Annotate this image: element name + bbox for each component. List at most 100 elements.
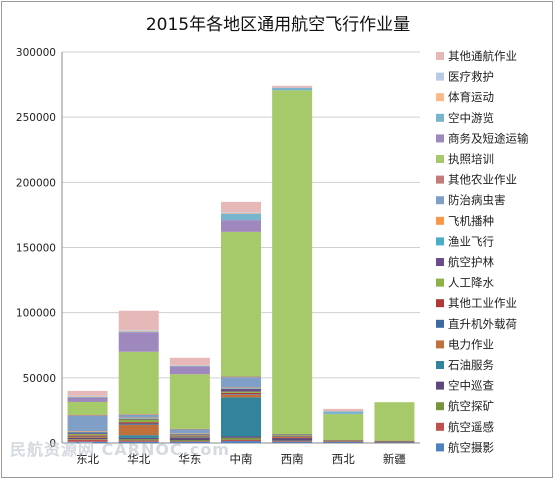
- bar-segment: [221, 437, 261, 440]
- bar-segment: [169, 435, 210, 437]
- bar-segment: [67, 396, 108, 398]
- legend-label: 石油服务: [448, 358, 494, 372]
- bar-segment: [221, 397, 261, 437]
- legend-swatch: [436, 113, 444, 122]
- legend-swatch: [436, 196, 444, 205]
- bar-segment: [67, 390, 108, 396]
- bar-segment: [272, 435, 313, 436]
- bar-segment: [374, 441, 415, 443]
- bar-segment: [221, 213, 261, 221]
- bar-segment: [118, 441, 159, 443]
- bar-segment: [221, 441, 261, 443]
- bar-segment: [323, 441, 364, 442]
- legend-label: 执照培训: [448, 152, 494, 166]
- legend-swatch: [436, 443, 444, 452]
- legend-label: 防治病虫害: [448, 193, 506, 207]
- legend-swatch: [436, 402, 444, 411]
- legend-label: 渔业飞行: [448, 234, 494, 248]
- bar-segment: [221, 231, 261, 377]
- bar-segment: [169, 440, 210, 442]
- bar-segment: [272, 436, 313, 437]
- y-tick-label: 200000: [16, 177, 56, 189]
- bar-segment: [118, 351, 159, 415]
- bar-segment: [221, 212, 261, 214]
- bar-segment: [323, 408, 364, 412]
- bar-segment: [221, 212, 261, 213]
- bar-segment: [169, 433, 210, 434]
- bar-segment: [169, 365, 210, 366]
- watermark-logo: 民航资源网 CARNOC.com: [10, 440, 230, 459]
- bar-segment: [169, 428, 210, 430]
- legend-label: 空中游览: [448, 111, 494, 125]
- bar-segment: [118, 414, 159, 415]
- bar-segment: [374, 441, 415, 443]
- legend-swatch: [436, 134, 444, 143]
- bar-segment: [221, 394, 261, 395]
- legend-label: 电力作业: [448, 337, 494, 351]
- legend-swatch: [436, 155, 444, 163]
- legend-label: 飞机播种: [448, 214, 494, 228]
- bar-segment: [272, 85, 313, 88]
- legend-label: 其他工业作业: [448, 296, 517, 310]
- bar-segment: [67, 415, 108, 432]
- bar-segment: [169, 365, 210, 367]
- legend-swatch: [436, 216, 444, 225]
- bar-segment: [118, 310, 159, 331]
- bar-segment: [67, 401, 108, 415]
- bar-segment: [221, 201, 261, 213]
- bar-segment: [169, 438, 210, 441]
- bar-segment: [118, 330, 159, 332]
- legend-swatch: [436, 319, 444, 328]
- bar-segment: [323, 411, 364, 415]
- bar-segment: [169, 435, 210, 436]
- y-tick-label: 0: [49, 438, 56, 450]
- x-tick-label: 西北: [332, 452, 355, 466]
- bar-segment: [272, 440, 313, 442]
- chart-title: 2015年各地区通用航空飞行作业量: [145, 15, 411, 35]
- bar-segment: [221, 376, 261, 378]
- bar-segment: [67, 396, 108, 397]
- bar-segment: [118, 440, 159, 442]
- bar-segment: [169, 441, 210, 442]
- legend-label: 医疗救护: [448, 70, 494, 84]
- bar-segment: [67, 397, 108, 402]
- bar-segment: [374, 440, 415, 442]
- legend-swatch: [436, 278, 444, 287]
- bar-segment: [169, 441, 210, 443]
- bar-segment: [221, 439, 261, 442]
- bar-segment: [272, 438, 313, 441]
- bar-segment: [272, 441, 313, 443]
- y-tick-label: 150000: [16, 243, 56, 255]
- bar-segment: [323, 414, 364, 441]
- bar-segment: [118, 439, 159, 441]
- legend-swatch: [436, 237, 444, 246]
- bar-segment: [67, 431, 108, 433]
- bar-segment: [67, 439, 108, 440]
- legend-swatch: [436, 361, 444, 369]
- bar-segment: [169, 436, 210, 438]
- bar-segment: [323, 441, 364, 443]
- bar-segment: [67, 435, 108, 437]
- y-tick-label: 100000: [16, 308, 56, 320]
- bar-segment: [272, 90, 313, 435]
- bar-segment: [67, 437, 108, 440]
- bar-segment: [118, 419, 159, 423]
- bar-segment: [169, 437, 210, 439]
- bar-segment: [169, 374, 210, 429]
- bar-segment: [118, 331, 159, 333]
- legend-label: 其他农业作业: [448, 173, 517, 187]
- bar-segment: [118, 332, 159, 352]
- bar-segment: [118, 424, 159, 436]
- bar-segment: [221, 377, 261, 388]
- bar-segment: [221, 392, 261, 395]
- legend-swatch: [436, 340, 444, 349]
- x-tick-label: 华北: [127, 452, 150, 466]
- bar-segment: [67, 435, 108, 436]
- x-tick-label: 新疆: [383, 452, 406, 466]
- bar-segment: [221, 220, 261, 232]
- bar-segment: [272, 434, 313, 436]
- bar-segment: [67, 436, 108, 438]
- bar-segment: [272, 435, 313, 437]
- bar-segment: [67, 432, 108, 434]
